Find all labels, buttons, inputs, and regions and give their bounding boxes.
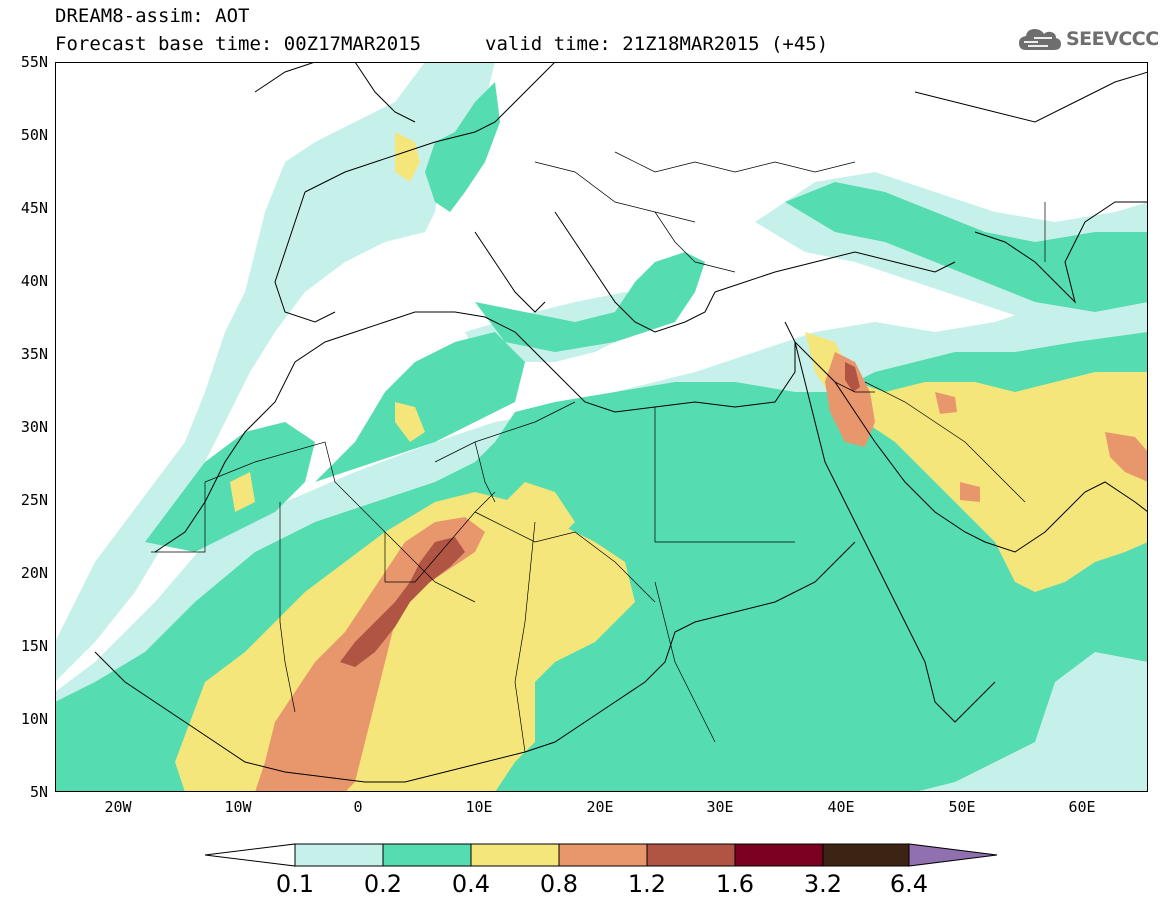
logo-text: SEEVCCC xyxy=(1066,28,1159,50)
coastlines xyxy=(94,62,1148,783)
colorbar-label: 0.1 xyxy=(275,870,315,898)
lat-label: 40N xyxy=(20,272,48,290)
colorbar-label: 1.6 xyxy=(715,870,755,898)
aot-map xyxy=(55,62,1148,792)
aot-level-1-2 xyxy=(340,362,860,667)
colorbar-bin-0-2 xyxy=(382,843,472,867)
colorbar-bin-1-6 xyxy=(734,843,824,867)
seevccc-logo: SEEVCCC xyxy=(1018,24,1159,54)
aot-map-canvas xyxy=(55,62,1148,792)
lon-label: 30E xyxy=(706,798,734,816)
cloud-icon xyxy=(1019,29,1061,50)
lat-label: 35N xyxy=(20,345,48,363)
forecast-base-time: Forecast base time: 00Z17MAR2015 xyxy=(55,33,422,55)
lat-label: 15N xyxy=(20,637,48,655)
map-title: DREAM8-assim: AOT xyxy=(55,5,250,27)
lon-label: 0 xyxy=(353,798,363,816)
lon-label: 60E xyxy=(1068,798,1096,816)
lat-label: 55N xyxy=(20,53,48,71)
colorbar-low-arrow xyxy=(205,843,296,867)
colorbar-label: 3.2 xyxy=(803,870,843,898)
lat-label: 5N xyxy=(29,783,48,801)
colorbar-label: 0.2 xyxy=(363,870,403,898)
lon-label: 40E xyxy=(827,798,855,816)
lon-label: 10E xyxy=(465,798,493,816)
lon-label: 20E xyxy=(586,798,614,816)
colorbar-bin-0-1 xyxy=(294,843,384,867)
colorbar-bin-1-2 xyxy=(646,843,736,867)
colorbar xyxy=(205,843,998,867)
lon-label: 10W xyxy=(224,798,252,816)
lat-label: 20N xyxy=(20,564,48,582)
valid-time: valid time: 21Z18MAR2015 (+45) xyxy=(485,33,829,55)
lat-label: 25N xyxy=(20,491,48,509)
colorbar-bin-0-4 xyxy=(470,843,560,867)
lat-label: 45N xyxy=(20,199,48,217)
lat-label: 30N xyxy=(20,418,48,436)
colorbar-label: 0.4 xyxy=(451,870,491,898)
lat-label: 50N xyxy=(20,126,48,144)
colorbar-label: 1.2 xyxy=(627,870,667,898)
country-borders xyxy=(151,151,1046,753)
lon-label: 20W xyxy=(104,798,132,816)
colorbar-label: 6.4 xyxy=(889,870,929,898)
colorbar-bin-3-2 xyxy=(822,843,910,867)
colorbar-high-arrow xyxy=(908,843,998,867)
colorbar-label: 0.8 xyxy=(539,870,579,898)
lat-label: 10N xyxy=(20,710,48,728)
colorbar-bin-0-8 xyxy=(558,843,648,867)
lon-label: 50E xyxy=(948,798,976,816)
